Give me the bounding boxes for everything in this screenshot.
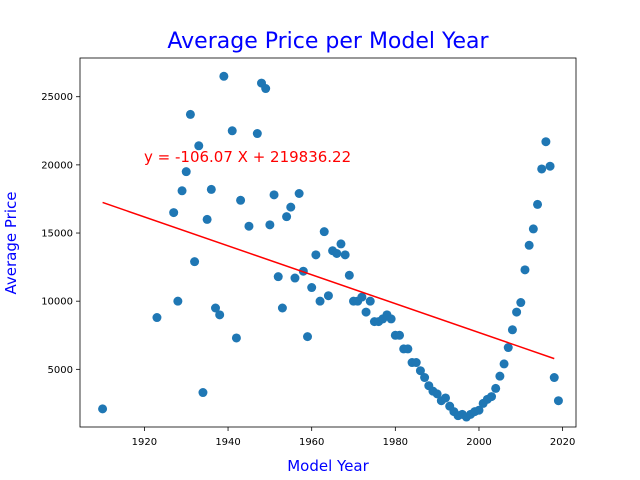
data-point: [211, 303, 221, 313]
data-point: [520, 265, 530, 275]
data-point: [340, 250, 350, 260]
data-point: [507, 325, 517, 335]
x-tick-label: 1980: [383, 437, 408, 448]
data-point: [307, 283, 317, 293]
data-point: [537, 164, 547, 174]
chart-title: Average Price per Model Year: [167, 29, 489, 54]
data-point: [386, 314, 396, 324]
data-point: [491, 383, 501, 393]
trendline-group: [102, 201, 555, 360]
data-point: [177, 186, 187, 196]
trendline: [102, 201, 555, 360]
y-axis-label: Average Price: [2, 192, 20, 295]
data-point: [395, 330, 405, 340]
data-point: [336, 239, 346, 249]
data-point: [315, 296, 325, 306]
data-point: [252, 129, 262, 139]
data-point: [190, 257, 200, 267]
data-point: [311, 250, 321, 260]
data-point: [541, 137, 551, 147]
data-point: [365, 296, 375, 306]
data-point: [265, 220, 275, 230]
axis-ticks: 1920 1940 1960 1980 2000 2020 5000 10000 15000 20…: [41, 92, 575, 448]
data-point: [533, 199, 543, 209]
data-points: [98, 71, 563, 422]
data-point: [244, 221, 254, 231]
data-point: [98, 404, 108, 414]
trendline-equation: y = -106.07 X + 219836.22: [144, 148, 351, 166]
data-point: [215, 310, 225, 320]
data-point: [319, 227, 329, 237]
data-point: [549, 373, 559, 383]
data-point: [528, 224, 538, 234]
data-point: [173, 296, 183, 306]
data-point: [516, 298, 526, 308]
data-point: [495, 371, 505, 381]
x-tick-label: 2020: [550, 437, 575, 448]
data-point: [277, 303, 287, 313]
data-point: [524, 240, 534, 250]
y-tick-label: 20000: [41, 160, 73, 171]
data-point: [202, 214, 212, 224]
data-point: [236, 195, 246, 205]
data-point: [269, 190, 279, 200]
data-point: [344, 270, 354, 280]
data-point: [282, 212, 292, 222]
data-point: [286, 202, 296, 212]
data-point: [323, 291, 333, 301]
y-tick-label: 25000: [41, 92, 73, 103]
data-point: [553, 396, 563, 406]
y-tick-label: 15000: [41, 229, 73, 240]
data-point: [474, 405, 484, 415]
data-point: [415, 366, 425, 376]
data-point: [294, 188, 304, 198]
x-tick-label: 2000: [466, 437, 491, 448]
data-point: [357, 292, 367, 302]
data-point: [403, 344, 413, 354]
data-point: [181, 167, 191, 177]
data-point: [499, 359, 509, 369]
data-point: [273, 272, 283, 282]
data-point: [206, 184, 216, 194]
y-tick-label: 10000: [41, 297, 73, 308]
x-tick-label: 1920: [132, 437, 157, 448]
data-point: [545, 161, 555, 171]
data-point: [169, 208, 179, 218]
data-point: [487, 392, 497, 402]
data-point: [227, 126, 237, 136]
data-point: [361, 307, 371, 317]
x-tick-label: 1940: [215, 437, 240, 448]
data-point: [432, 389, 442, 399]
x-tick-label: 1960: [299, 437, 324, 448]
data-point: [512, 307, 522, 317]
data-point: [332, 248, 342, 258]
x-axis-label: Model Year: [287, 457, 369, 475]
plot-frame: [79, 57, 577, 428]
y-tick-label: 5000: [48, 365, 73, 376]
data-point: [152, 313, 162, 323]
data-point: [420, 373, 430, 383]
data-point: [219, 71, 229, 81]
data-point: [290, 273, 300, 283]
data-point: [503, 343, 513, 353]
data-point: [194, 141, 204, 151]
data-point: [411, 358, 421, 368]
data-point: [303, 332, 313, 342]
data-point: [185, 109, 195, 119]
data-point: [198, 388, 208, 398]
data-point: [441, 393, 451, 403]
data-point: [261, 84, 271, 94]
data-point: [231, 333, 241, 343]
